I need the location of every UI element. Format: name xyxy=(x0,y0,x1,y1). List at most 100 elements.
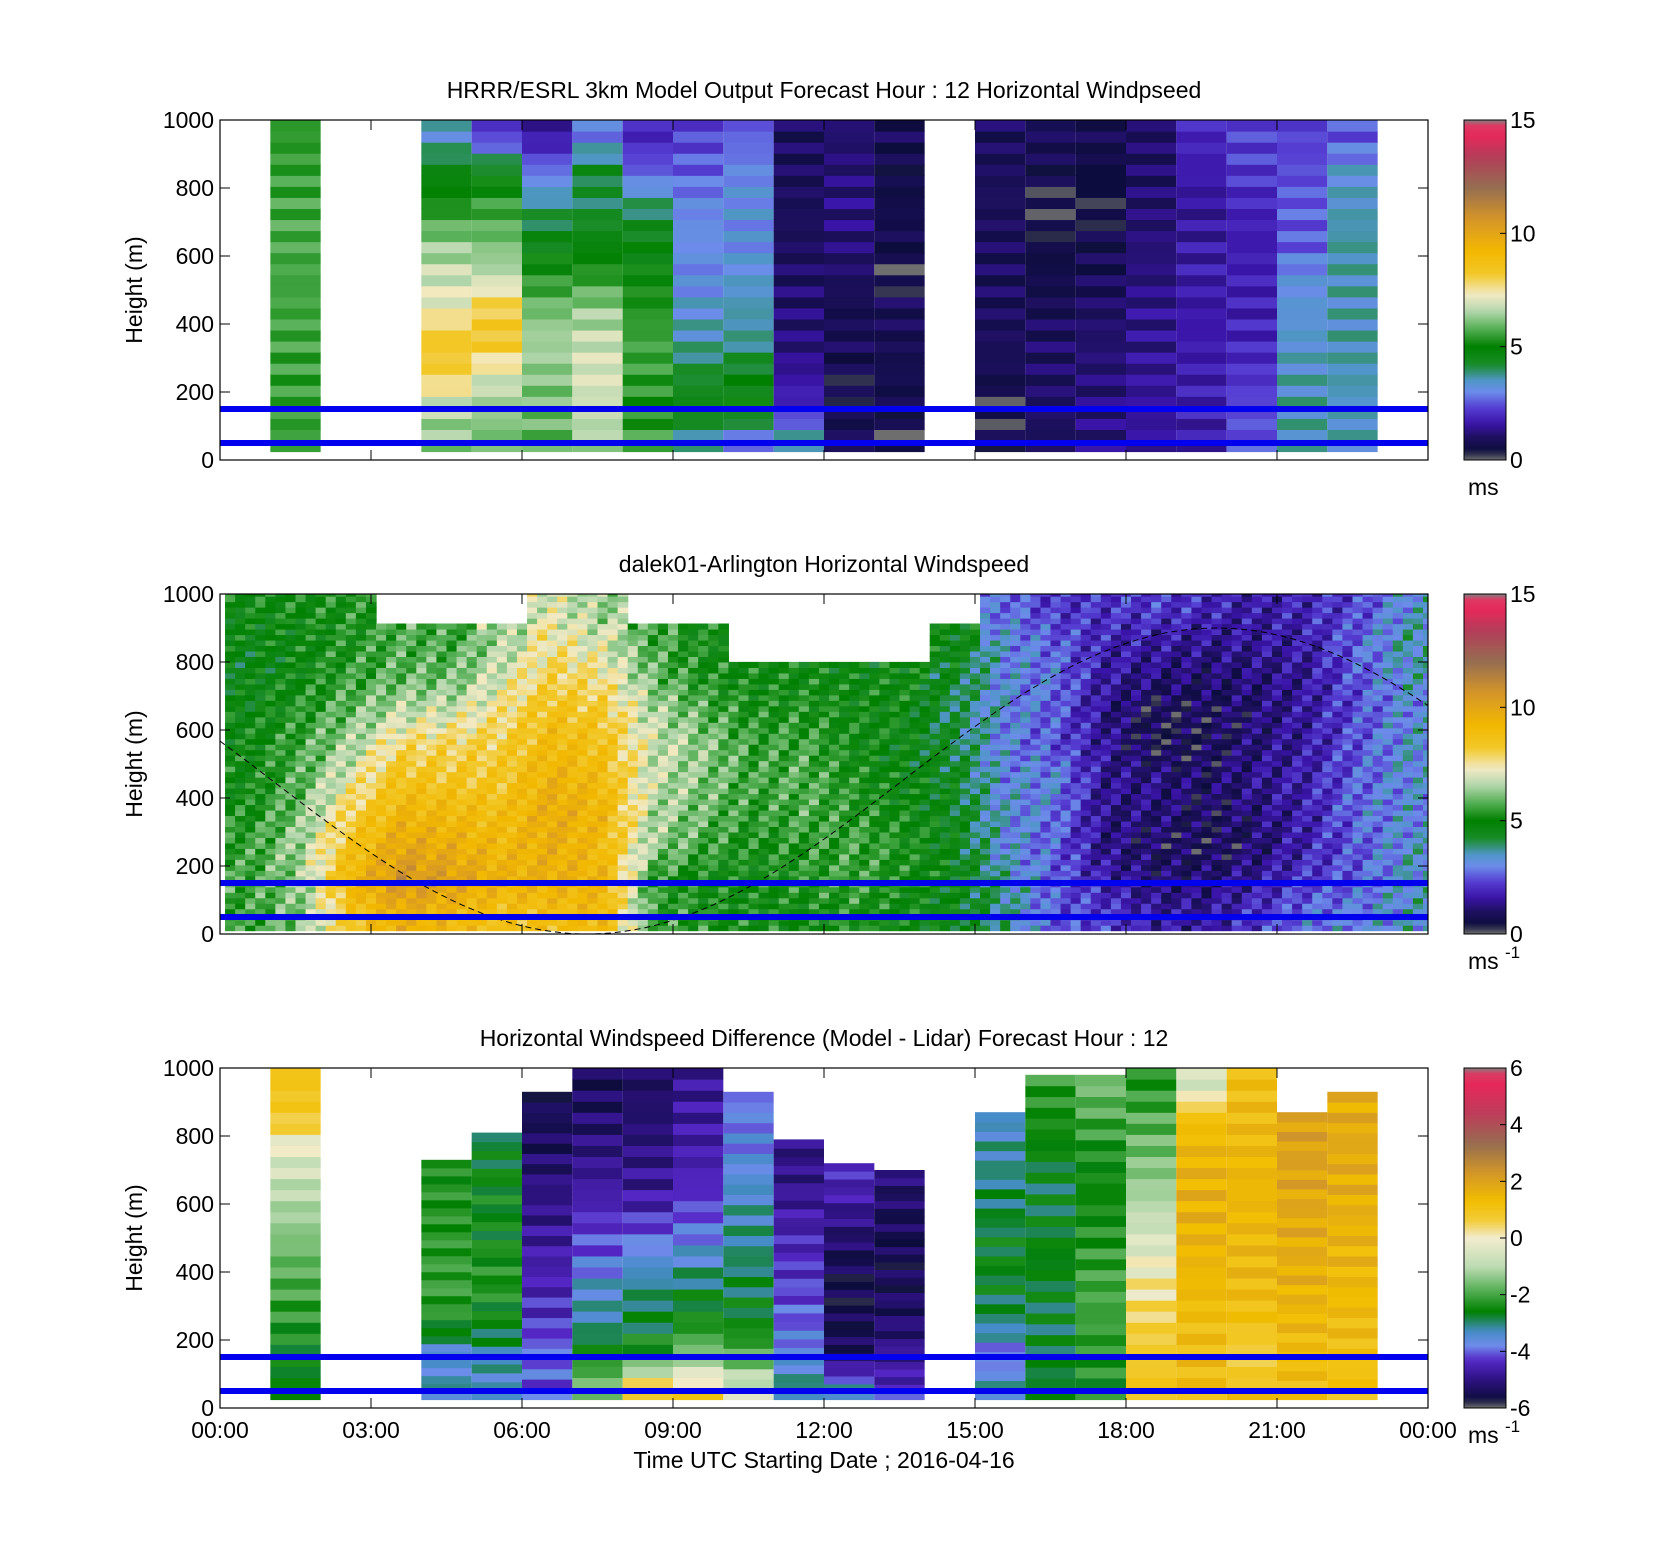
heatmap-cell xyxy=(587,908,599,915)
heatmap-cell xyxy=(818,705,830,712)
heatmap-cell xyxy=(245,667,256,674)
heatmap-cell xyxy=(446,903,458,910)
heatmap-cell xyxy=(768,672,780,679)
heatmap-cell xyxy=(365,815,377,822)
heatmap-cell xyxy=(275,798,287,806)
heatmap-cell xyxy=(899,683,911,690)
heatmap-cell xyxy=(376,722,387,729)
heatmap-cell xyxy=(421,429,472,442)
heatmap-cell xyxy=(471,329,522,342)
heatmap-cell xyxy=(335,623,347,630)
heatmap-cell xyxy=(466,766,478,773)
heatmap-cell xyxy=(607,903,619,910)
heatmap-cell xyxy=(305,749,317,756)
heatmap-cell xyxy=(829,897,840,904)
heatmap-cell xyxy=(1075,186,1126,198)
heatmap-cell xyxy=(275,870,287,877)
heatmap-cell xyxy=(899,716,911,723)
heatmap-cell xyxy=(708,672,719,679)
heatmap-cell xyxy=(547,716,558,723)
heatmap-cell xyxy=(738,678,750,685)
heatmap-cell xyxy=(587,782,599,789)
heatmap-cell xyxy=(673,440,724,453)
heatmap-cell xyxy=(522,318,573,331)
heatmap-cell xyxy=(980,694,991,701)
heatmap-cell xyxy=(496,683,508,690)
heatmap-cell xyxy=(577,809,589,817)
heatmap-cell xyxy=(577,908,589,915)
heatmap-cell xyxy=(818,738,830,745)
heatmap-cell xyxy=(798,892,810,899)
heatmap-cell xyxy=(975,164,1026,176)
heatmap-cell xyxy=(335,672,347,679)
heatmap-cell xyxy=(275,596,287,603)
heatmap-cell xyxy=(335,766,347,773)
heatmap-cell xyxy=(980,870,991,877)
heatmap-cell xyxy=(899,727,911,734)
heatmap-cell xyxy=(471,296,522,309)
heatmap-cell xyxy=(622,329,673,342)
heatmap-cell xyxy=(859,892,870,899)
heatmap-cell xyxy=(396,908,407,915)
heatmap-cell xyxy=(597,870,609,877)
heatmap-cell xyxy=(466,892,478,899)
heatmap-cell xyxy=(678,683,689,690)
heatmap-cell xyxy=(768,848,780,855)
heatmap-cell xyxy=(718,705,729,712)
heatmap-cell xyxy=(527,672,538,679)
heatmap-cell xyxy=(637,760,649,767)
heatmap-cell xyxy=(456,760,468,767)
heatmap-cell xyxy=(577,870,589,877)
heatmap-cell xyxy=(547,672,558,679)
heatmap-cell xyxy=(255,897,266,904)
heatmap-cell xyxy=(1075,429,1126,442)
heatmap-cell xyxy=(416,804,427,811)
heatmap-cell xyxy=(456,738,468,745)
heatmap-cell xyxy=(557,870,568,877)
heatmap-cell xyxy=(657,870,669,877)
heatmap-cell xyxy=(1025,252,1076,265)
heatmap-cell xyxy=(708,842,719,849)
heatmap-cell xyxy=(879,919,891,926)
heatmap-cell xyxy=(305,711,317,718)
heatmap-cell xyxy=(516,716,528,723)
heatmap-cell xyxy=(899,859,911,866)
heatmap-cell xyxy=(980,705,991,712)
heatmap-cell xyxy=(1075,352,1126,364)
heatmap-cell xyxy=(808,788,820,795)
heatmap-cell xyxy=(365,678,377,685)
heatmap-cell xyxy=(255,837,266,844)
heatmap-cell xyxy=(773,285,824,298)
heatmap-cell xyxy=(235,716,246,723)
heatmap-cell xyxy=(557,645,568,652)
heatmap-cell xyxy=(567,661,578,668)
heatmap-cell xyxy=(874,252,925,265)
heatmap-cell xyxy=(708,727,719,734)
heatmap-cell xyxy=(325,683,337,690)
heatmap-cell xyxy=(647,820,659,827)
heatmap-cell xyxy=(446,782,458,789)
heatmap-cell xyxy=(265,683,276,690)
heatmap-cell xyxy=(416,716,427,723)
heatmap-cell xyxy=(647,925,659,932)
heatmap-cell xyxy=(939,875,951,882)
heatmap-cell xyxy=(718,886,729,893)
heatmap-cell xyxy=(647,903,659,910)
heatmap-cell xyxy=(829,809,840,817)
heatmap-cell xyxy=(718,815,729,822)
heatmap-cell xyxy=(245,705,256,712)
heatmap-cell xyxy=(778,919,790,926)
heatmap-cell xyxy=(673,186,724,198)
heatmap-cell xyxy=(798,925,810,932)
heatmap-cell xyxy=(909,694,921,701)
heatmap-cell xyxy=(818,919,830,926)
heatmap-cell xyxy=(506,919,518,926)
heatmap-cell xyxy=(315,826,327,833)
heatmap-cell xyxy=(285,700,297,707)
heatmap-cell xyxy=(516,859,528,866)
heatmap-cell xyxy=(829,755,840,762)
heatmap-cell xyxy=(990,683,1001,690)
heatmap-cell xyxy=(718,733,729,740)
heatmap-cell xyxy=(285,744,297,751)
heatmap-cell xyxy=(335,700,347,707)
